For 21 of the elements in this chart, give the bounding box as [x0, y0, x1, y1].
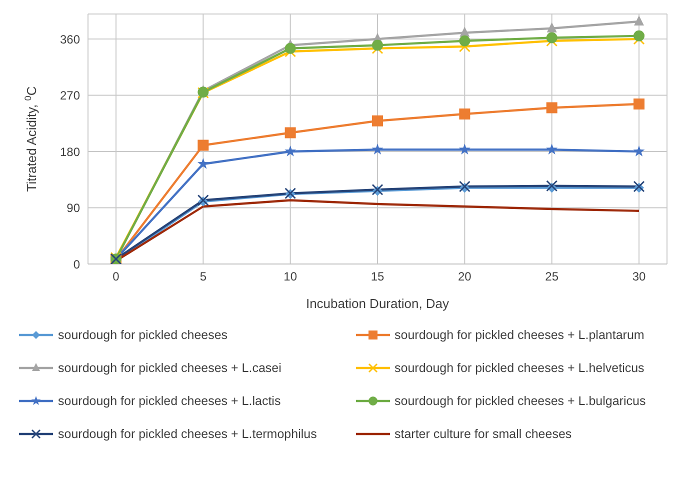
x-tick-label: 10: [284, 270, 298, 284]
x-tick-label: 5: [200, 270, 207, 284]
legend-label: sourdough for pickled cheeses + L.plantarum: [394, 328, 644, 342]
legend-label: sourdough for pickled cheeses: [58, 328, 228, 342]
legend-label: sourdough for pickled cheeses + L.casei: [58, 361, 282, 375]
x-tick-label: 20: [458, 270, 472, 284]
y-tick-label: 270: [60, 88, 80, 103]
legend-label: sourdough for pickled cheeses + L.lactis: [58, 394, 281, 408]
legend-label: starter culture for small cheeses: [394, 427, 572, 441]
y-tick-label: 0: [73, 257, 80, 272]
y-tick-label: 180: [60, 144, 80, 159]
legend-label: sourdough for pickled cheeses + L.termophilus: [58, 427, 317, 441]
x-tick-label: 30: [632, 270, 646, 284]
y-tick-label: 90: [66, 201, 80, 216]
legend-label: sourdough for pickled cheeses + L.helveticus: [394, 361, 644, 375]
y-tick-label: 360: [60, 32, 80, 46]
legend-label: sourdough for pickled cheeses + L.bulgaricus: [394, 394, 646, 408]
x-tick-label: 25: [545, 270, 559, 284]
x-axis-title: Incubation Duration, Day: [306, 296, 450, 311]
x-tick-label: 15: [370, 270, 384, 284]
x-tick-label: 0: [112, 270, 120, 284]
